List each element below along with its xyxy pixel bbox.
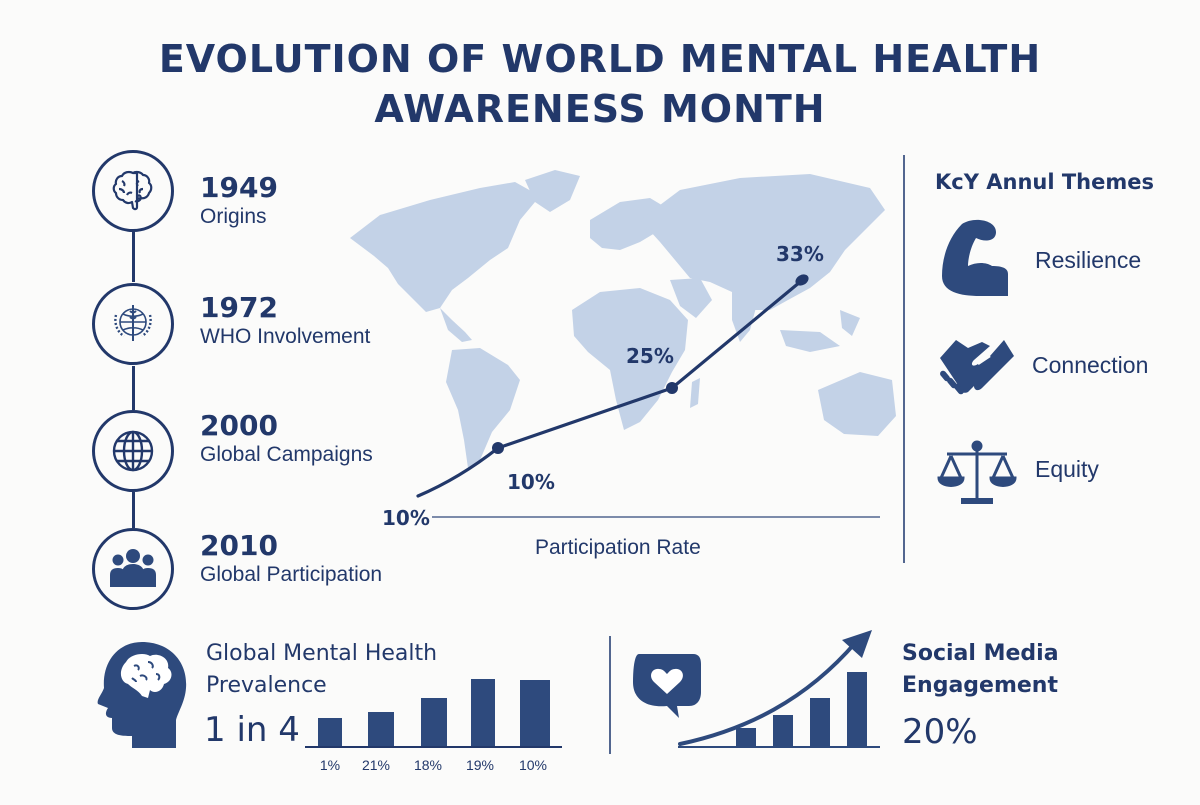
social-title: Social Media Engagement [902,638,1059,702]
participation-point-label: 10% [507,470,555,494]
prevalence-stat: 1 in 4 [204,710,300,750]
timeline-connector [132,492,135,528]
prevalence-bar [421,698,447,746]
prevalence-tick: 10% [518,757,548,773]
people-group-icon [92,528,174,610]
head-brain-icon [92,640,188,755]
timeline-label: WHO Involvement [200,325,371,348]
themes-divider [903,155,905,563]
brain-icon [92,150,174,232]
timeline-year: 1972 [200,291,278,324]
handshake-icon [938,332,1014,405]
theme-label-resilience: Resilience [1035,247,1142,273]
participation-point-label: 33% [776,242,824,266]
title-line-2: AWARENESS MONTH [374,87,826,131]
timeline-year: 2010 [200,529,278,562]
title-line-1: EVOLUTION OF WORLD MENTAL HEALTH [158,37,1042,81]
participation-axis-label: Participation Rate [535,536,701,559]
prevalence-tick: 19% [465,757,495,773]
page-title: EVOLUTION OF WORLD MENTAL HEALTH AWARENE… [0,34,1200,134]
timeline-label: Global Campaigns [200,443,373,466]
prevalence-bar [368,712,394,746]
flexed-arm-icon [940,218,1012,305]
globe-icon [92,410,174,492]
prevalence-bar [471,679,495,746]
social-stat: 20% [902,712,978,752]
timeline-label: Origins [200,205,267,228]
themes-title: KcY Annul Themes [935,170,1154,194]
social-title-line-2: Engagement [902,673,1058,698]
timeline-label: Global Participation [200,563,383,586]
prevalence-bar-chart [305,672,562,748]
prevalence-title-line-1: Global Mental Health [206,641,438,666]
timeline-year: 2000 [200,409,278,442]
participation-point-label: 25% [626,344,674,368]
prevalence-bar [520,680,550,746]
timeline-item-2000: 2000 Global Campaigns [200,410,373,468]
timeline-connector [132,230,135,282]
bottom-divider [609,636,611,754]
prevalence-bar [318,718,342,746]
heart-chat-icon [632,652,704,729]
prevalence-tick: 21% [361,757,391,773]
timeline-item-1972: 1972 WHO Involvement [200,292,370,350]
timeline-item-2010: 2010 Global Participation [200,530,382,588]
prevalence-tick: 18% [413,757,443,773]
theme-label-connection: Connection [1032,352,1149,378]
prevalence-title: Global Mental Health Prevalence [206,638,437,702]
timeline-connector [132,366,135,410]
scales-icon [937,440,1017,511]
social-title-line-1: Social Media [902,641,1059,666]
growth-chart-icon [676,630,886,757]
timeline-year: 1949 [200,171,278,204]
who-emblem-icon [92,283,174,365]
timeline-item-1949: 1949 Origins [200,172,278,230]
prevalence-tick: 1% [319,757,341,773]
participation-start-label: 10% [382,506,430,530]
world-map [340,160,900,480]
theme-label-equity: Equity [1035,456,1099,482]
prevalence-title-line-2: Prevalence [206,673,327,698]
